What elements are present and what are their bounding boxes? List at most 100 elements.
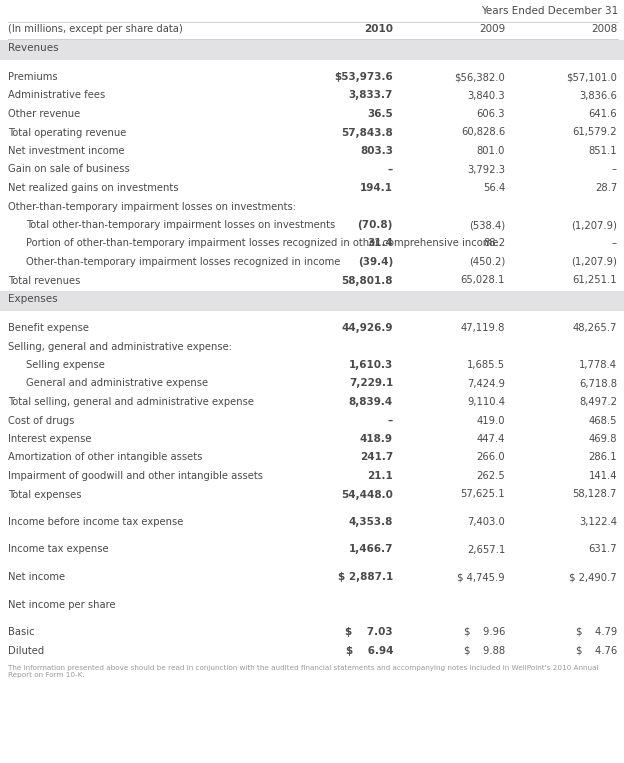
Text: 606.3: 606.3: [477, 109, 505, 119]
Text: Premiums: Premiums: [8, 72, 57, 82]
Text: $56,382.0: $56,382.0: [454, 72, 505, 82]
Text: 2010: 2010: [364, 24, 393, 34]
Text: Gain on sale of business: Gain on sale of business: [8, 165, 130, 175]
Text: Cost of drugs: Cost of drugs: [8, 416, 74, 426]
Text: Basic: Basic: [8, 627, 34, 637]
Text: (450.2): (450.2): [469, 257, 505, 267]
Text: 3,792.3: 3,792.3: [467, 165, 505, 175]
Text: Interest expense: Interest expense: [8, 434, 92, 444]
Text: 3,840.3: 3,840.3: [467, 91, 505, 101]
Text: 58,128.7: 58,128.7: [573, 490, 617, 500]
Text: 61,579.2: 61,579.2: [572, 127, 617, 137]
Text: 286.1: 286.1: [588, 452, 617, 462]
Text: 241.7: 241.7: [360, 452, 393, 462]
Text: 418.9: 418.9: [360, 434, 393, 444]
Text: 8,497.2: 8,497.2: [579, 397, 617, 407]
Text: 44,926.9: 44,926.9: [341, 323, 393, 333]
Text: 31.4: 31.4: [367, 239, 393, 249]
Text: $ 2,490.7: $ 2,490.7: [569, 572, 617, 582]
Text: (In millions, except per share data): (In millions, except per share data): [8, 24, 183, 34]
Text: 8,839.4: 8,839.4: [349, 397, 393, 407]
Text: Other-than-temporary impairment losses on investments:: Other-than-temporary impairment losses o…: [8, 201, 296, 211]
Text: Amortization of other intangible assets: Amortization of other intangible assets: [8, 452, 202, 462]
Text: 28.7: 28.7: [595, 183, 617, 193]
Text: Portion of other-than-temporary impairment losses recognized in other comprehens: Portion of other-than-temporary impairme…: [26, 239, 499, 249]
Text: Net investment income: Net investment income: [8, 146, 125, 156]
Text: 7,424.9: 7,424.9: [467, 378, 505, 388]
Text: Other-than-temporary impairment losses recognized in income: Other-than-temporary impairment losses r…: [26, 257, 340, 267]
Text: Other revenue: Other revenue: [8, 109, 80, 119]
Text: $    4.79: $ 4.79: [576, 627, 617, 637]
Text: Diluted: Diluted: [8, 645, 44, 655]
Text: 1,685.5: 1,685.5: [467, 360, 505, 370]
Text: (538.4): (538.4): [469, 220, 505, 230]
Text: –: –: [388, 416, 393, 426]
Text: –: –: [612, 165, 617, 175]
Text: 803.3: 803.3: [360, 146, 393, 156]
Text: 1,610.3: 1,610.3: [349, 360, 393, 370]
Text: $ 2,887.1: $ 2,887.1: [338, 572, 393, 582]
Text: Total other-than-temporary impairment losses on investments: Total other-than-temporary impairment lo…: [26, 220, 335, 230]
Text: $53,973.6: $53,973.6: [334, 72, 393, 82]
Text: 1,466.7: 1,466.7: [348, 545, 393, 555]
Text: 3,836.6: 3,836.6: [579, 91, 617, 101]
Text: 21.1: 21.1: [368, 471, 393, 481]
Text: 57,625.1: 57,625.1: [461, 490, 505, 500]
Text: –: –: [612, 239, 617, 249]
Text: (1,207.9): (1,207.9): [571, 220, 617, 230]
Bar: [0, 40, 624, 60]
Text: 48,265.7: 48,265.7: [573, 323, 617, 333]
Text: 4,353.8: 4,353.8: [349, 517, 393, 527]
Text: $    9.96: $ 9.96: [464, 627, 505, 637]
Text: 56.4: 56.4: [483, 183, 505, 193]
Text: 262.5: 262.5: [476, 471, 505, 481]
Text: 801.0: 801.0: [477, 146, 505, 156]
Text: 2009: 2009: [479, 24, 505, 34]
Text: 851.1: 851.1: [588, 146, 617, 156]
Text: (70.8): (70.8): [358, 220, 393, 230]
Text: $    6.94: $ 6.94: [346, 645, 393, 655]
Text: Years Ended December 31: Years Ended December 31: [480, 6, 618, 16]
Text: Total revenues: Total revenues: [8, 275, 80, 285]
Text: 469.8: 469.8: [588, 434, 617, 444]
Text: 88.2: 88.2: [483, 239, 505, 249]
Text: 3,833.7: 3,833.7: [349, 91, 393, 101]
Text: 468.5: 468.5: [588, 416, 617, 426]
Text: 266.0: 266.0: [476, 452, 505, 462]
Text: Total expenses: Total expenses: [8, 490, 82, 500]
Text: 58,801.8: 58,801.8: [341, 275, 393, 285]
Text: Total operating revenue: Total operating revenue: [8, 127, 127, 137]
Text: $    9.88: $ 9.88: [464, 645, 505, 655]
Text: 631.7: 631.7: [588, 545, 617, 555]
Text: 57,843.8: 57,843.8: [341, 127, 393, 137]
Text: 141.4: 141.4: [588, 471, 617, 481]
Text: Selling, general and administrative expense:: Selling, general and administrative expe…: [8, 342, 232, 352]
Bar: [0, 291, 624, 311]
Text: 641.6: 641.6: [588, 109, 617, 119]
Text: 36.5: 36.5: [368, 109, 393, 119]
Text: 6,718.8: 6,718.8: [579, 378, 617, 388]
Text: $57,101.0: $57,101.0: [566, 72, 617, 82]
Text: (39.4): (39.4): [358, 257, 393, 267]
Text: Income before income tax expense: Income before income tax expense: [8, 517, 183, 527]
Text: $    4.76: $ 4.76: [576, 645, 617, 655]
Text: Benefit expense: Benefit expense: [8, 323, 89, 333]
Text: $ 4,745.9: $ 4,745.9: [457, 572, 505, 582]
Text: 7,403.0: 7,403.0: [467, 517, 505, 527]
Text: 9,110.4: 9,110.4: [467, 397, 505, 407]
Text: 3,122.4: 3,122.4: [579, 517, 617, 527]
Text: 419.0: 419.0: [477, 416, 505, 426]
Text: Total selling, general and administrative expense: Total selling, general and administrativ…: [8, 397, 254, 407]
Text: Revenues: Revenues: [8, 43, 59, 53]
Text: Net income: Net income: [8, 572, 65, 582]
Text: 7,229.1: 7,229.1: [349, 378, 393, 388]
Text: Expenses: Expenses: [8, 294, 57, 304]
Text: 194.1: 194.1: [360, 183, 393, 193]
Text: $    7.03: $ 7.03: [345, 627, 393, 637]
Text: 2008: 2008: [591, 24, 617, 34]
Text: 447.4: 447.4: [477, 434, 505, 444]
Text: General and administrative expense: General and administrative expense: [26, 378, 208, 388]
Text: 61,251.1: 61,251.1: [572, 275, 617, 285]
Text: (1,207.9): (1,207.9): [571, 257, 617, 267]
Text: 47,119.8: 47,119.8: [461, 323, 505, 333]
